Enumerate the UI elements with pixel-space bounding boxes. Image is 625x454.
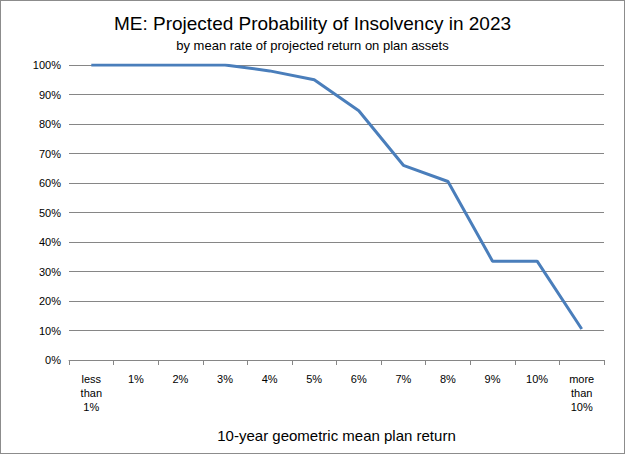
svg-text:10%: 10% — [526, 373, 548, 385]
svg-text:1%: 1% — [83, 401, 99, 413]
svg-text:6%: 6% — [351, 373, 367, 385]
svg-text:5%: 5% — [306, 373, 322, 385]
svg-text:7%: 7% — [395, 373, 411, 385]
svg-text:than: than — [81, 387, 102, 399]
svg-text:10%: 10% — [571, 401, 593, 413]
svg-text:1%: 1% — [128, 373, 144, 385]
svg-text:40%: 40% — [39, 236, 61, 248]
svg-text:50%: 50% — [39, 207, 61, 219]
svg-text:8%: 8% — [440, 373, 456, 385]
svg-text:3%: 3% — [217, 373, 233, 385]
svg-text:9%: 9% — [485, 373, 501, 385]
svg-text:60%: 60% — [39, 177, 61, 189]
svg-text:10%: 10% — [39, 325, 61, 337]
svg-text:80%: 80% — [39, 118, 61, 130]
svg-text:ME: Projected Probability of I: ME: Projected Probability of Insolvency … — [114, 13, 511, 34]
svg-text:than: than — [571, 387, 592, 399]
svg-text:4%: 4% — [262, 373, 278, 385]
svg-text:10-year geometric mean plan re: 10-year geometric mean plan return — [217, 427, 455, 444]
svg-text:70%: 70% — [39, 148, 61, 160]
svg-text:more: more — [569, 373, 594, 385]
svg-text:by mean rate of projected retu: by mean rate of projected return on plan… — [176, 38, 449, 53]
svg-text:less: less — [82, 373, 102, 385]
svg-text:0%: 0% — [45, 354, 61, 366]
svg-text:2%: 2% — [173, 373, 189, 385]
svg-text:20%: 20% — [39, 295, 61, 307]
svg-text:30%: 30% — [39, 266, 61, 278]
svg-text:100%: 100% — [33, 59, 61, 71]
svg-text:90%: 90% — [39, 89, 61, 101]
